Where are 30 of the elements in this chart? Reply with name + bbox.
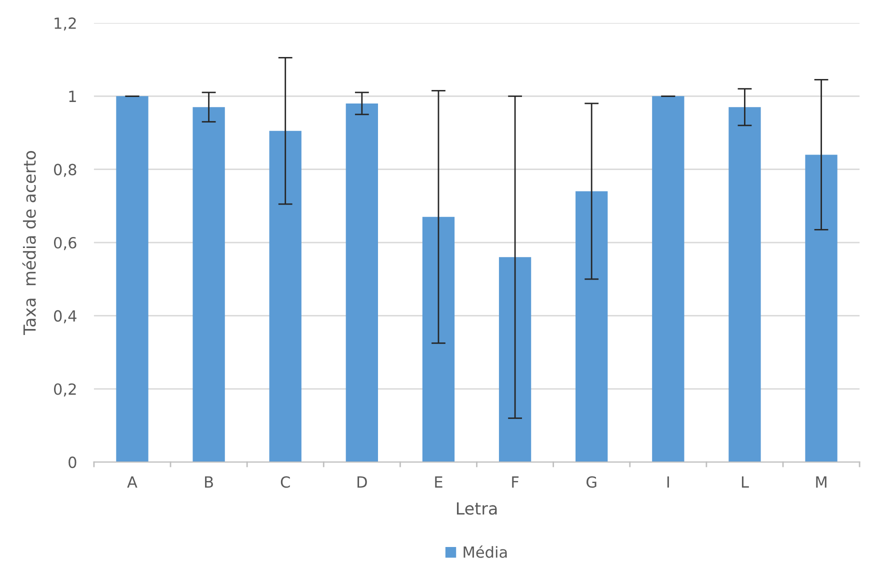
- y-axis-title: Taxa média de acerto: [22, 150, 36, 335]
- x-tick-label: E: [435, 476, 442, 488]
- y-tick-label: 0,8: [54, 164, 76, 177]
- y-tick-label: 0,2: [54, 383, 76, 396]
- legend-label: Média: [464, 545, 507, 558]
- x-tick-label: D: [358, 476, 367, 488]
- bar: [498, 257, 532, 462]
- bar: [576, 191, 608, 462]
- bar: [346, 103, 378, 462]
- bar: [192, 107, 225, 462]
- x-tick-label: M: [816, 476, 826, 488]
- y-tick-label: 0,4: [54, 310, 76, 324]
- x-tick-label: G: [586, 476, 596, 488]
- x-axis-title: Letra: [456, 502, 497, 515]
- x-tick-label: L: [742, 476, 749, 488]
- bar: [269, 130, 302, 462]
- x-tick-label: I: [667, 476, 669, 488]
- y-tick-label: 0,6: [54, 236, 76, 250]
- y-tick-label: 0: [68, 456, 76, 468]
- x-tick-label: F: [512, 476, 519, 488]
- bar: [422, 216, 455, 462]
- y-tick-label: 1,2: [54, 17, 76, 31]
- bar: [805, 154, 838, 462]
- bar: [116, 96, 148, 462]
- x-tick-label: B: [205, 476, 213, 488]
- x-tick-label: A: [127, 476, 138, 488]
- bar: [652, 96, 684, 462]
- bar: [728, 107, 761, 462]
- x-tick-label: C: [280, 476, 290, 488]
- y-tick-label: 1: [69, 90, 76, 102]
